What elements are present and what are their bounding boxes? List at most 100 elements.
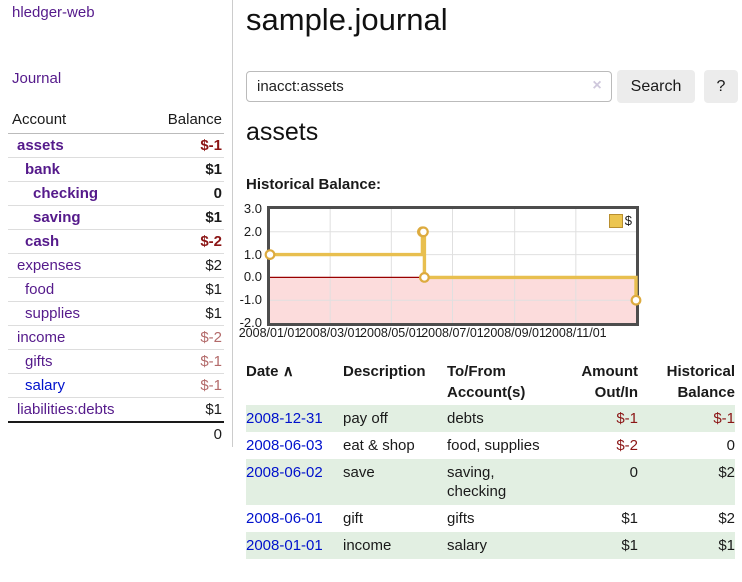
transaction-date-link[interactable]: 2008-06-03 [246,437,323,454]
description-column-header: Description [343,363,426,380]
account-row: expenses $2 [8,253,224,278]
transaction-date-cell: 2008-12-31 [246,405,343,432]
x-axis-tick-label: 2008/07/01 [421,326,484,340]
account-link[interactable]: gifts [25,353,53,370]
transaction-date-link[interactable]: 2008-06-01 [246,510,323,527]
account-balance: $1 [149,157,224,182]
transaction-balance: $-1 [713,410,735,427]
app-title-link[interactable]: hledger-web [12,4,95,21]
transaction-amount: $-2 [616,437,638,454]
account-row: salary $-1 [8,373,224,398]
y-axis-tick-label: 1.0 [243,246,262,262]
account-link[interactable]: saving [33,209,81,226]
help-button[interactable]: ? [704,70,738,103]
account-link[interactable]: assets [17,137,64,154]
transaction-balance: $1 [718,537,735,554]
account-tree-header-row: Account Balance [8,108,224,134]
transaction-amount: 0 [629,464,638,481]
transaction-date-link[interactable]: 2008-06-02 [246,464,323,481]
transaction-row: 2008-01-01 income salary $1 $1 [246,532,735,559]
tofrom-column-header: To/From Account(s) [447,363,526,401]
y-axis-tick-label: 2.0 [243,223,262,239]
x-axis-tick-label: 2008/09/01 [483,326,546,340]
transaction-description: save [343,464,375,481]
transaction-date-link[interactable]: 2008-12-31 [246,410,323,427]
chart-legend: $ [608,213,632,228]
search-input[interactable] [246,71,612,102]
sidebar-item-journal[interactable]: Journal [12,70,62,87]
transaction-description: income [343,537,392,554]
account-link[interactable]: food [25,281,55,298]
transaction-row: 2008-06-03 eat & shop food, supplies $-2 0 [246,432,735,459]
account-balance: $1 [149,205,224,230]
account-link[interactable]: cash [25,233,60,250]
transaction-date-link[interactable]: 2008-01-01 [246,537,323,554]
account-row: gifts $-1 [8,349,224,374]
transaction-accounts: food, supplies [447,437,540,454]
account-link[interactable]: supplies [25,305,81,322]
account-balance: $1 [149,397,224,423]
account-column-header: Account [8,108,150,134]
account-total-row: 0 [8,421,224,446]
account-link[interactable]: bank [25,161,61,178]
account-total-balance: 0 [149,421,224,446]
account-link[interactable]: salary [25,377,66,394]
x-axis-tick-label: 2008/05/01 [360,326,423,340]
transaction-date-cell: 2008-01-01 [246,532,343,559]
account-balance: $-2 [149,229,224,254]
x-axis-tick-label: 2008/03/01 [298,326,362,340]
register-header-row: Date ∧ Description To/From Account(s) Am… [246,359,735,405]
amount-column-header: Amount Out/In [581,363,638,401]
transaction-date-cell: 2008-06-01 [246,505,343,532]
search-button[interactable]: Search [617,70,695,103]
account-row: food $1 [8,277,224,302]
transaction-row: 2008-06-02 save saving, checking 0 $2 [246,459,735,505]
transaction-accounts: debts [447,410,484,427]
account-row: income $-2 [8,325,224,350]
y-axis-tick-label: -1.0 [239,292,262,308]
chart-plot-area [264,209,642,323]
chart-title: Historical Balance: [246,176,382,193]
account-link[interactable]: checking [33,185,99,202]
account-row: assets $-1 [8,133,224,158]
account-row: bank $1 [8,157,224,182]
transaction-date-cell: 2008-06-03 [246,432,343,459]
account-balance: $-2 [149,325,224,350]
y-axis-tick-label: -2.0 [239,315,262,330]
transaction-balance: $2 [718,464,735,481]
transaction-amount: $-1 [616,410,638,427]
date-column-header[interactable]: Date ∧ [246,363,294,380]
account-balance: $-1 [149,349,224,374]
transaction-accounts: salary [447,537,488,554]
transaction-date-cell: 2008-06-02 [246,459,343,505]
historical-balance-chart[interactable]: $ [264,206,642,326]
account-balance: $1 [149,277,224,302]
transaction-description: eat & shop [343,437,415,454]
legend-label: $ [624,213,632,228]
account-link[interactable]: expenses [17,257,82,274]
transaction-accounts: gifts [447,510,475,527]
transaction-row: 2008-12-31 pay off debts $-1 $-1 [246,405,735,432]
x-axis-tick-label: 2008/11/01 [545,326,607,340]
sort-ascending-icon: ∧ [282,363,294,380]
transaction-amount: $1 [621,510,638,527]
account-link[interactable]: income [17,329,66,346]
transaction-description: gift [343,510,364,527]
sidebar: hledger-web Journal Account Balance asse… [0,0,233,447]
account-link[interactable]: liabilities:debts [17,401,115,418]
register-table: Date ∧ Description To/From Account(s) Am… [246,359,735,559]
account-balance: $-1 [149,373,224,398]
account-balance: 0 [149,181,224,206]
transaction-amount: $1 [621,537,638,554]
y-axis-tick-label: 0.0 [243,269,262,285]
account-balance: $1 [149,301,224,326]
transaction-balance: $2 [718,510,735,527]
y-axis-tick-label: 3.0 [243,201,262,216]
account-balance: $2 [149,253,224,278]
page-title: sample.journal [246,2,448,37]
transaction-description: pay off [343,410,388,427]
transaction-accounts: saving, checking [447,464,507,500]
account-heading: assets [246,118,319,146]
clear-search-icon[interactable]: × [592,77,602,94]
